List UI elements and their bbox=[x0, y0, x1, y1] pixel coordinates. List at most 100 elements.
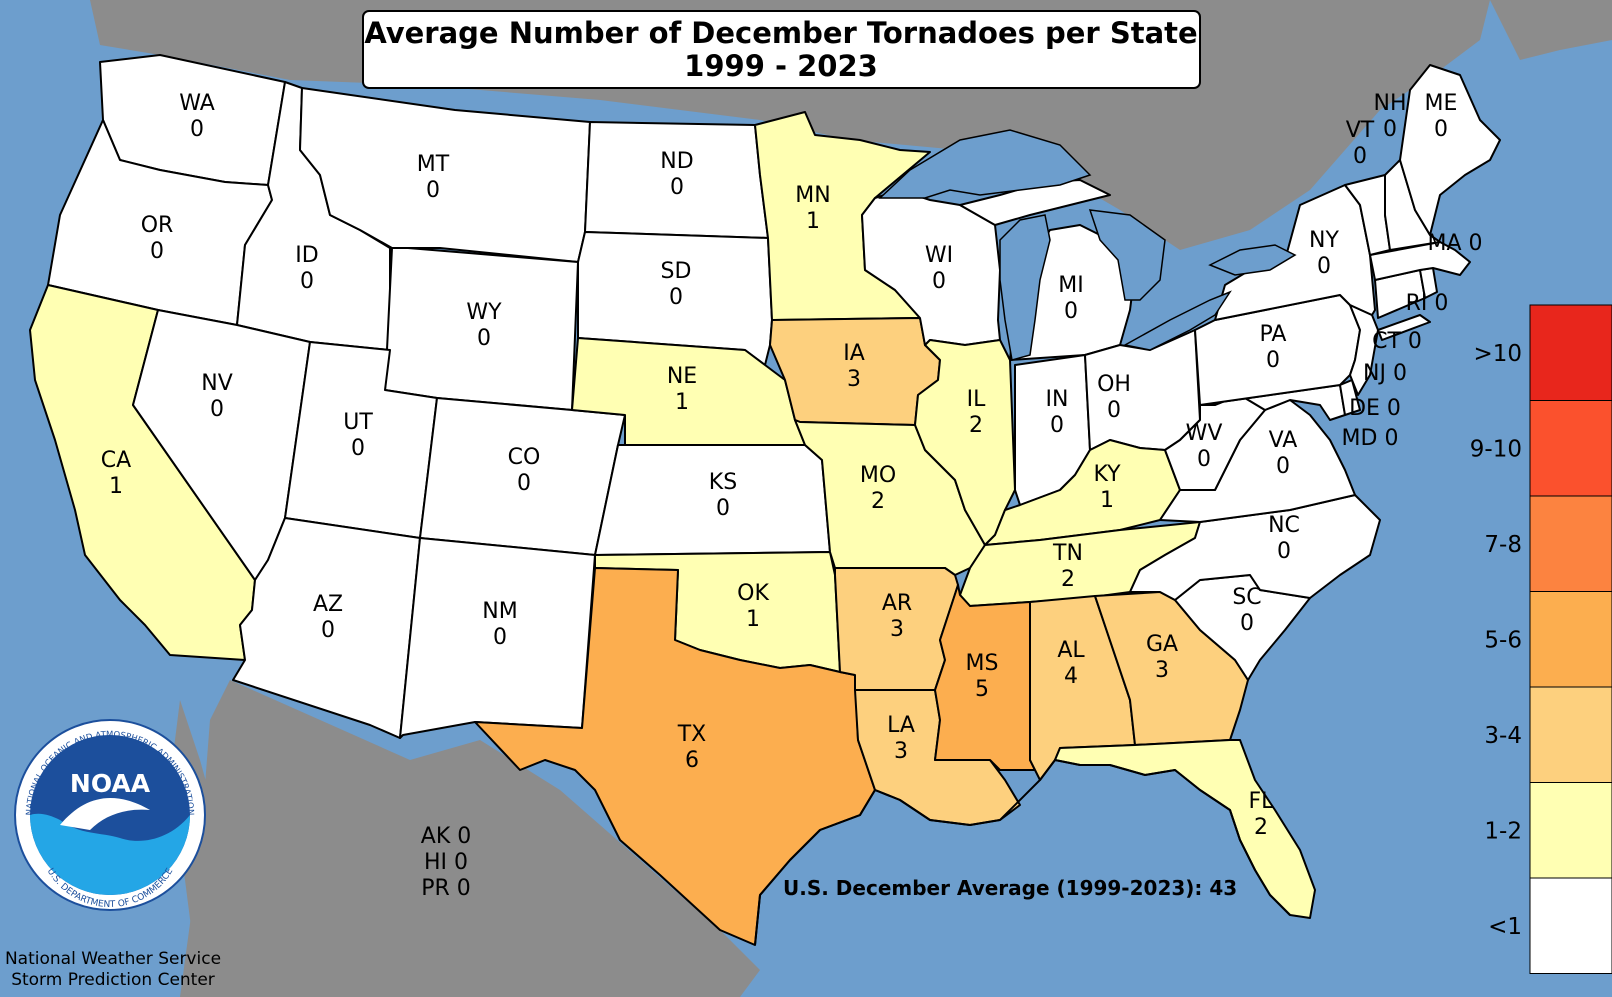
state-value-wa: 0 bbox=[190, 117, 204, 142]
state-value-wi: 0 bbox=[932, 269, 946, 294]
state-label-oh: OH bbox=[1097, 372, 1131, 397]
state-value-ny: 0 bbox=[1317, 254, 1331, 279]
state-label-pa: PA bbox=[1260, 322, 1287, 347]
state-label-ok: OK bbox=[737, 581, 769, 606]
map-title: Average Number of December Tornadoes per… bbox=[364, 16, 1197, 50]
title-frame bbox=[362, 10, 1201, 89]
title-box: Average Number of December Tornadoes per… bbox=[362, 10, 1201, 89]
state-value-ut: 0 bbox=[351, 436, 365, 461]
state-value-ga: 3 bbox=[1155, 658, 1169, 683]
state-value-nh: 0 bbox=[1383, 117, 1397, 142]
other-state-pr: PR 0 bbox=[421, 876, 471, 901]
state-label-id: ID bbox=[295, 243, 318, 268]
state-label-nh: NH bbox=[1374, 91, 1407, 116]
state-value-al: 4 bbox=[1064, 664, 1078, 689]
state-value-va: 0 bbox=[1276, 454, 1290, 479]
state-value-ne: 1 bbox=[675, 390, 689, 415]
state-nj[interactable] bbox=[1349, 304, 1379, 396]
legend-label: >10 bbox=[1473, 341, 1522, 367]
logo-text: NOAA bbox=[70, 769, 151, 798]
state-ks[interactable] bbox=[594, 444, 831, 556]
lake-superior bbox=[878, 129, 1092, 199]
state-value-mi: 0 bbox=[1064, 299, 1078, 324]
legend-swatch bbox=[1529, 877, 1612, 974]
state-label-wv: WV bbox=[1186, 421, 1223, 446]
state-me[interactable] bbox=[1399, 64, 1501, 236]
state-value-or: 0 bbox=[150, 239, 164, 264]
state-value-mn: 1 bbox=[806, 209, 820, 234]
other-state-ak: AK 0 bbox=[421, 824, 471, 849]
state-value-ks: 0 bbox=[716, 496, 730, 521]
state-ma[interactable] bbox=[1369, 241, 1471, 281]
state-label-il: IL bbox=[967, 387, 986, 412]
state-label-va: VA bbox=[1269, 428, 1298, 453]
state-value-me: 0 bbox=[1434, 117, 1448, 142]
state-label-ks: KS bbox=[709, 470, 737, 495]
state-label-ma: MA 0 bbox=[1427, 231, 1482, 256]
state-label-vt: VT bbox=[1346, 118, 1375, 143]
legend-label: 3-4 bbox=[1484, 723, 1522, 749]
state-label-az: AZ bbox=[313, 592, 343, 617]
lake-erie bbox=[1122, 290, 1232, 351]
state-label-sc: SC bbox=[1232, 585, 1261, 610]
legend-label: 9-10 bbox=[1470, 436, 1522, 462]
state-label-ky: KY bbox=[1093, 462, 1121, 487]
noaa-logo: NOAA NATIONAL OCEANIC AND ATMOSPHERIC AD… bbox=[14, 719, 206, 911]
state-value-co: 0 bbox=[517, 471, 531, 496]
legend: >10 9-10 7-8 5-6 3-4 1-2 <1 bbox=[1470, 304, 1612, 974]
state-value-nm: 0 bbox=[493, 625, 507, 650]
state-value-ky: 1 bbox=[1100, 488, 1114, 513]
state-value-la: 3 bbox=[894, 739, 908, 764]
other-states: AK 0HI 0PR 0 bbox=[421, 824, 471, 901]
state-label-sd: SD bbox=[661, 259, 692, 284]
state-label-tn: TN bbox=[1052, 541, 1083, 566]
canada-east-land bbox=[1490, 0, 1612, 60]
state-value-sc: 0 bbox=[1240, 611, 1254, 636]
state-value-il: 2 bbox=[969, 413, 983, 438]
legend-swatch bbox=[1529, 400, 1612, 497]
state-label-or: OR bbox=[141, 213, 174, 238]
legend-swatch bbox=[1529, 686, 1612, 783]
legend-label: <1 bbox=[1488, 914, 1522, 940]
state-value-ok: 1 bbox=[746, 607, 760, 632]
state-label-mi: MI bbox=[1058, 273, 1083, 298]
credit-line1: National Weather Service bbox=[5, 949, 221, 969]
state-label-ny: NY bbox=[1309, 228, 1339, 253]
state-label-co: CO bbox=[508, 445, 541, 470]
state-label-ut: UT bbox=[343, 410, 373, 435]
map-subtitle: 1999 - 2023 bbox=[684, 49, 878, 83]
state-label-mt: MT bbox=[417, 152, 450, 177]
state-de[interactable] bbox=[1339, 379, 1361, 416]
state-label-nm: NM bbox=[482, 599, 517, 624]
state-value-id: 0 bbox=[300, 269, 314, 294]
legend-label: 5-6 bbox=[1484, 627, 1522, 653]
state-label-md: MD 0 bbox=[1342, 426, 1399, 451]
great-lakes bbox=[878, 129, 1297, 361]
legend-swatch bbox=[1529, 591, 1612, 688]
state-label-al: AL bbox=[1057, 638, 1085, 663]
lake-huron bbox=[1088, 209, 1166, 301]
state-label-me: ME bbox=[1425, 91, 1458, 116]
state-label-ar: AR bbox=[882, 591, 912, 616]
state-value-vt: 0 bbox=[1353, 144, 1367, 169]
state-label-ne: NE bbox=[667, 364, 697, 389]
us-average-text: U.S. December Average (1999-2023): 43 bbox=[783, 876, 1237, 900]
state-value-in: 0 bbox=[1050, 413, 1064, 438]
state-value-fl: 2 bbox=[1254, 815, 1268, 840]
state-value-ms: 5 bbox=[975, 677, 989, 702]
state-label-ri: RI 0 bbox=[1406, 291, 1449, 316]
lake-michigan bbox=[999, 214, 1051, 361]
legend-swatch bbox=[1529, 304, 1612, 401]
state-labels: WA0OR0CA1ID0NV0MT0WY0UT0AZ0CO0NM0ND0SD0N… bbox=[101, 91, 1483, 840]
state-label-ms: MS bbox=[966, 651, 999, 676]
state-value-tx: 6 bbox=[685, 748, 699, 773]
state-label-wy: WY bbox=[466, 300, 502, 325]
state-label-ia: IA bbox=[843, 341, 865, 366]
state-label-mn: MN bbox=[795, 183, 830, 208]
state-value-nd: 0 bbox=[670, 175, 684, 200]
state-value-wy: 0 bbox=[477, 326, 491, 351]
state-label-ct: CT 0 bbox=[1372, 329, 1422, 354]
lake-ontario bbox=[1208, 244, 1297, 276]
state-value-ia: 3 bbox=[847, 367, 861, 392]
